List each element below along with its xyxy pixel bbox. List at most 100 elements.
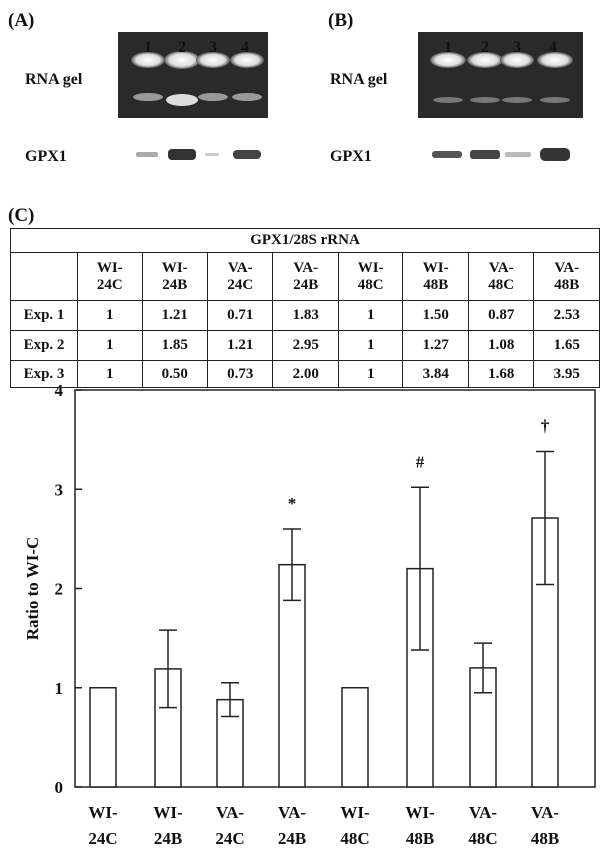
column-header-line: 48C (469, 277, 533, 294)
x-tick-label: 24C (88, 829, 117, 848)
table-cell: 1 (338, 331, 403, 361)
lane-number: 3 (513, 39, 521, 56)
lane-number: 1 (444, 39, 452, 56)
x-tick-label: VA- (469, 803, 497, 822)
row-label: Exp. 2 (11, 331, 78, 361)
column-header-line: VA- (273, 260, 337, 277)
table-cell: 1 (78, 301, 143, 331)
x-tick-label: 24B (154, 829, 182, 848)
x-tick-label: 24B (278, 829, 306, 848)
blot-bands (432, 148, 570, 161)
column-header: WI-24C (78, 253, 143, 301)
table-cell: 1.83 (273, 301, 338, 331)
x-tick-label: 48B (531, 829, 559, 848)
lane-number: 1 (144, 39, 152, 56)
data-table: GPX1/28S rRNAWI-24CWI-24BVA-24CVA-24BWI-… (10, 228, 600, 388)
column-header: VA-48C (468, 253, 533, 301)
column-header-line: 48B (403, 277, 467, 294)
lane-number: 4 (241, 39, 249, 56)
lane-number: 3 (209, 39, 217, 56)
significance-mark: # (416, 452, 425, 471)
column-header: WI-24B (142, 253, 207, 301)
row-label: GPX1 (330, 148, 372, 165)
column-header-line: VA- (469, 260, 533, 277)
gel-image (418, 32, 583, 118)
column-header-line: VA- (208, 260, 272, 277)
row-label: RNA gel (25, 71, 83, 88)
column-header-line: WI- (403, 260, 467, 277)
blot-bands (136, 149, 261, 160)
significance-mark: † (541, 417, 550, 436)
column-header-line: 48B (534, 277, 599, 294)
row-label: Exp. 3 (11, 361, 78, 388)
table-title: GPX1/28S rRNA (11, 229, 600, 253)
x-tick-label: WI- (340, 803, 370, 822)
y-tick-label: 1 (55, 679, 64, 698)
column-header-line: WI- (143, 260, 207, 277)
column-header: VA-24B (273, 253, 338, 301)
x-tick-label: WI- (88, 803, 118, 822)
column-header-line: WI- (339, 260, 403, 277)
x-tick-label: 48C (340, 829, 369, 848)
panel-label: (C) (8, 205, 34, 226)
y-axis-label: Ratio to WI-C (23, 537, 42, 641)
column-header-line: WI- (78, 260, 142, 277)
table-cell: 2.00 (273, 361, 338, 388)
table-cell: 1.21 (208, 331, 273, 361)
table-cell: 0.71 (208, 301, 273, 331)
table-cell: 1.27 (403, 331, 468, 361)
column-header-line: 24C (208, 277, 272, 294)
table-cell: 0.50 (142, 361, 207, 388)
table-cell: 1 (338, 301, 403, 331)
y-tick-label: 3 (55, 480, 64, 499)
y-tick-label: 2 (55, 580, 64, 599)
plot-frame (75, 390, 595, 787)
table-cell: 1.50 (403, 301, 468, 331)
row-label: RNA gel (330, 71, 388, 88)
x-tick-label: 24C (215, 829, 244, 848)
bar (342, 688, 368, 787)
lane-number: 2 (481, 39, 489, 56)
column-header: WI-48B (403, 253, 468, 301)
lane-number: 4 (549, 39, 557, 56)
column-header: WI-48C (338, 253, 403, 301)
column-header-line: VA- (534, 260, 599, 277)
panel-label: (A) (8, 10, 34, 31)
figure: (A) 1 2 3 4 RNA gel GPX1 (B) 1 2 3 4 RNA gel GPX1 (C) 0… (0, 0, 602, 865)
x-tick-label: 48B (406, 829, 434, 848)
column-header-line: 24B (273, 277, 337, 294)
significance-mark: * (288, 494, 297, 513)
table-cell: 1 (78, 331, 143, 361)
row-label: Exp. 1 (11, 301, 78, 331)
x-tick-label: VA- (216, 803, 244, 822)
table-cell: 1.68 (468, 361, 533, 388)
y-tick-label: 0 (55, 778, 64, 797)
table-cell: 0.87 (468, 301, 533, 331)
column-header-line: 24C (78, 277, 142, 294)
column-header-line: 24B (143, 277, 207, 294)
table-cell: 1.08 (468, 331, 533, 361)
table-cell: 3.84 (403, 361, 468, 388)
table-row: GPX1/28S rRNA (11, 229, 600, 253)
table-cell: 3.95 (534, 361, 600, 388)
panel-label: (B) (328, 10, 353, 31)
row-label: GPX1 (25, 148, 67, 165)
column-header: VA-48B (534, 253, 600, 301)
table-cell: 0.73 (208, 361, 273, 388)
column-header: VA-24C (208, 253, 273, 301)
lane-number: 2 (178, 39, 186, 56)
table-cell: 1.65 (534, 331, 600, 361)
column-header-line: 48C (339, 277, 403, 294)
table-row: Exp. 111.210.711.8311.500.872.53 (11, 301, 600, 331)
x-tick-label: VA- (531, 803, 559, 822)
x-tick-label: WI- (405, 803, 435, 822)
table-corner (11, 253, 78, 301)
figure-graphics: (A) 1 2 3 4 RNA gel GPX1 (B) 1 2 3 4 RNA gel GPX1 (C) 0… (0, 0, 602, 865)
table-cell: 1 (78, 361, 143, 388)
bar (90, 688, 116, 787)
x-tick-label: VA- (278, 803, 306, 822)
table-cell: 1.21 (142, 301, 207, 331)
